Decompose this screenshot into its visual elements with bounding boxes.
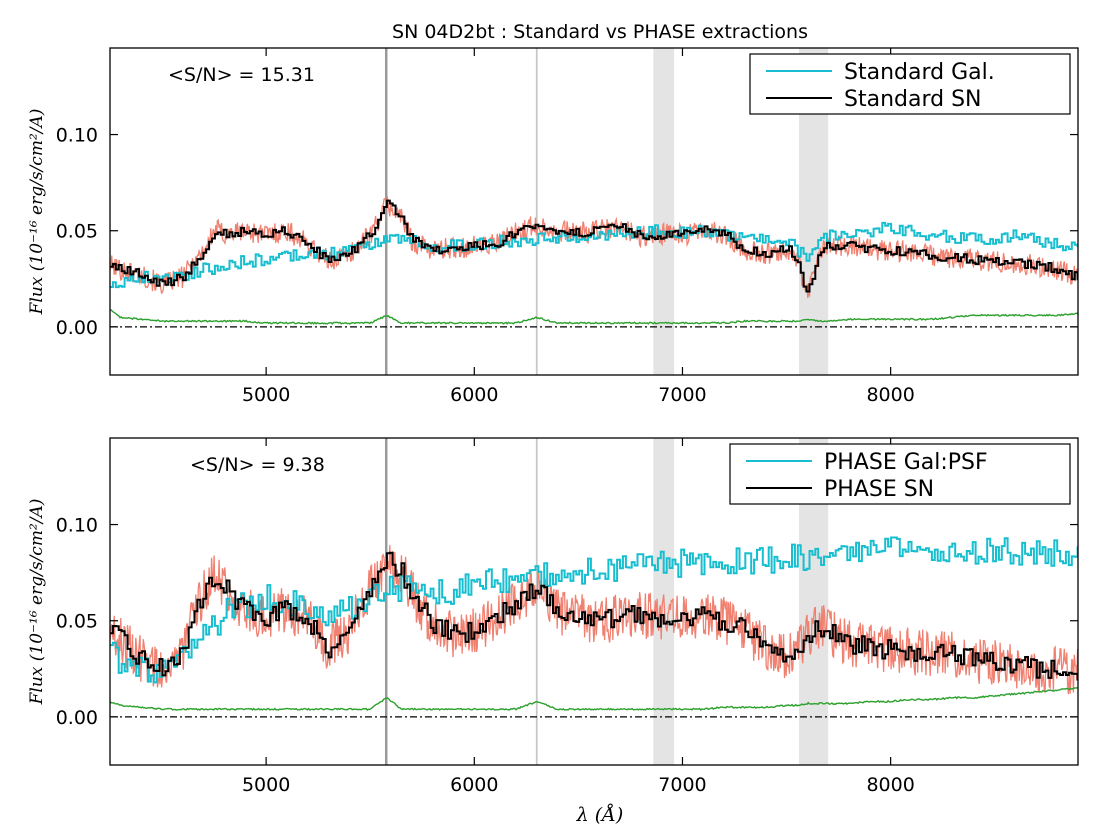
x-tick-label: 8000 (866, 384, 914, 406)
legend-label-galaxy: PHASE Gal:PSF (824, 450, 988, 475)
legend-box (749, 53, 1071, 115)
series-galaxy (110, 536, 1078, 684)
y-ticks: 0.00 0.05 0.10 (56, 515, 1078, 729)
y-ticks: 0.00 0.05 0.10 (56, 125, 1078, 339)
legend-label-sn: PHASE SN (824, 477, 934, 502)
y-tick-label: 0.05 (56, 221, 98, 243)
series-noise (110, 309, 1078, 325)
y-tick-label: 0.00 (56, 317, 98, 339)
series-noise (110, 687, 1078, 711)
x-tick-label: 7000 (658, 774, 706, 796)
sky-lines (384, 48, 538, 375)
x-ticks: 5000 6000 7000 8000 (242, 438, 915, 796)
x-tick-label: 5000 (242, 384, 290, 406)
legend: PHASE Gal:PSF PHASE SN (729, 443, 1071, 505)
y-tick-label: 0.00 (56, 707, 98, 729)
y-axis-label: Flux (10⁻¹⁶ erg/s/cm²/A) (27, 499, 47, 706)
plot-frame (109, 47, 1079, 376)
y-tick-label: 0.05 (56, 611, 98, 633)
series-layer (110, 536, 1078, 711)
legend-label-sn: Standard SN (844, 87, 982, 112)
x-tick-label: 6000 (450, 774, 498, 796)
legend: Standard Gal. Standard SN (749, 53, 1071, 115)
series-sn-binned (110, 199, 1078, 293)
legend-box (729, 443, 1071, 505)
x-ticks: 5000 6000 7000 8000 (242, 48, 915, 406)
panel-standard: 0.00 0.05 0.10 5000 6000 7000 8000 <S/N> = 15… (27, 47, 1079, 406)
y-tick-label: 0.10 (56, 125, 98, 147)
snr-annotation: <S/N> = 9.38 (190, 454, 325, 476)
series-layer (110, 196, 1078, 325)
x-tick-label: 8000 (866, 774, 914, 796)
snr-annotation: <S/N> = 15.31 (168, 64, 315, 86)
y-axis-label: Flux (10⁻¹⁶ erg/s/cm²/A) (27, 109, 47, 316)
figure-title: SN 04D2bt : Standard vs PHASE extraction… (392, 21, 808, 43)
y-tick-label: 0.10 (56, 515, 98, 537)
series-sn-binned (110, 551, 1078, 681)
telluric-band-0 (653, 48, 675, 375)
sky-lines (384, 438, 538, 765)
series-sn-raw (110, 196, 1078, 299)
x-tick-label: 7000 (658, 384, 706, 406)
legend-label-galaxy: Standard Gal. (844, 60, 995, 85)
x-tick-label: 5000 (242, 774, 290, 796)
x-tick-label: 6000 (450, 384, 498, 406)
series-galaxy (110, 221, 1078, 289)
plot-frame (109, 437, 1079, 766)
x-axis-label: λ (Å) (576, 804, 624, 826)
panel-phase: 0.00 0.05 0.10 5000 6000 7000 8000 <S/N> = 9.… (27, 437, 1079, 796)
